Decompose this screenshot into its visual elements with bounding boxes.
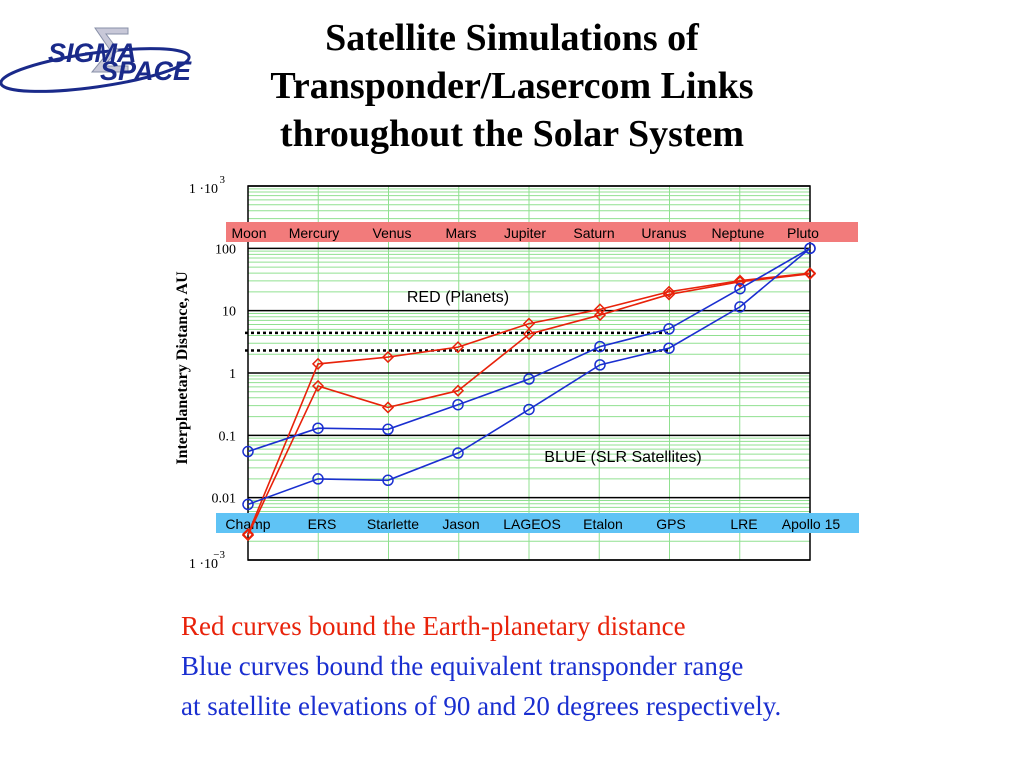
series-blue-point — [312, 473, 324, 485]
red-planets-label: RED (Planets) — [407, 289, 509, 306]
series-red-point — [803, 267, 817, 280]
series-red-point — [381, 401, 395, 414]
y-axis-label: Interplanetary Distance, AU — [174, 271, 191, 465]
series-blue-3-line — [247, 247, 811, 506]
caption-line-red: Red curves bound the Earth-planetary dis… — [181, 611, 686, 641]
series-red-point — [451, 341, 465, 354]
satellite-label: Starlette — [367, 516, 419, 532]
y-tick-label: 0.01 — [212, 492, 237, 507]
planet-label: Mars — [445, 225, 476, 241]
series-red-point — [662, 285, 676, 298]
satellite-band — [216, 513, 859, 533]
series-blue-point — [242, 498, 254, 511]
caption-line-blue-1: Blue curves bound the equivalent transpo… — [181, 651, 744, 681]
series-blue-point — [663, 342, 675, 354]
satellite-label: Jason — [442, 516, 479, 532]
planet-label: Mercury — [289, 225, 340, 241]
series-blue-point — [382, 474, 394, 487]
y-tick-label: 1 — [229, 367, 236, 382]
series-red-point — [381, 351, 395, 364]
planet-label: Venus — [373, 225, 412, 241]
series-red-0-line — [247, 272, 811, 535]
satellite-label: LRE — [730, 516, 757, 532]
series-red-point — [241, 528, 255, 541]
satellite-label: LAGEOS — [503, 516, 561, 532]
planet-label: Jupiter — [504, 225, 546, 241]
y-tick-label: 1 ·10 — [189, 557, 218, 572]
series-red-point — [311, 357, 325, 370]
series-blue-2-line — [247, 247, 811, 453]
series-blue-point — [734, 282, 746, 295]
series-blue-point — [594, 359, 606, 371]
title-line-3: throughout the Solar System — [279, 113, 745, 155]
series-red-point — [733, 274, 747, 287]
blue-satellites-label: BLUE (SLR Satellites) — [544, 449, 701, 466]
sigma-icon — [90, 27, 129, 73]
sigma-space-logo: SIGMA SPACE — [0, 27, 192, 93]
y-tick-label: 0.1 — [219, 429, 237, 444]
series-red-point — [311, 379, 325, 393]
series-blue-point — [523, 373, 535, 385]
series-red-point — [451, 384, 465, 397]
satellite-label: GPS — [656, 516, 686, 532]
planet-label: Moon — [231, 225, 266, 241]
logo-word-sigma: SIGMA — [48, 38, 137, 68]
series-blue-point — [734, 301, 746, 313]
planet-label: Neptune — [712, 225, 765, 241]
series-red-point — [733, 275, 747, 288]
planet-label: Pluto — [787, 225, 819, 241]
series-blue-point — [312, 422, 324, 434]
satellite-label: ERS — [308, 516, 337, 532]
planet-band — [226, 222, 858, 242]
title-line-1: Satellite Simulations of — [325, 17, 699, 59]
caption-line-blue-2: at satellite elevations of 90 and 20 deg… — [181, 691, 782, 721]
logo-swoosh — [0, 47, 191, 93]
series-red-1-line — [247, 273, 811, 536]
series-blue-point — [804, 242, 816, 255]
series-red-point — [522, 328, 536, 341]
series-red-point — [662, 288, 676, 301]
y-tick-label: 10 — [222, 305, 236, 320]
planet-label: Saturn — [573, 225, 614, 241]
series-blue-point — [663, 323, 675, 335]
series-red-point — [593, 309, 607, 322]
series-blue-point — [242, 445, 254, 458]
series-blue-point — [452, 447, 464, 459]
y-tick-exponent: −3 — [213, 549, 225, 561]
logo-word-space: SPACE — [100, 56, 192, 86]
y-tick-exponent: 3 — [220, 174, 226, 186]
series-blue-point — [382, 423, 394, 436]
title-line-2: Transponder/Lasercom Links — [270, 65, 754, 107]
page-title: Satellite Simulations of Transponder/Las… — [200, 14, 824, 158]
satellite-label: Champ — [225, 516, 270, 532]
satellite-label: Apollo 15 — [782, 516, 841, 532]
y-tick-label: 100 — [215, 242, 236, 257]
series-blue-point — [452, 398, 464, 411]
planet-label: Uranus — [641, 225, 686, 241]
series-red-point — [241, 529, 255, 542]
y-tick-label: 1 ·10 — [189, 182, 218, 197]
series-blue-point — [594, 340, 606, 353]
satellite-label: Etalon — [583, 516, 623, 532]
caption: Red curves bound the Earth-planetary dis… — [181, 606, 781, 726]
series-blue-point — [523, 403, 535, 416]
plot-frame — [247, 185, 811, 561]
